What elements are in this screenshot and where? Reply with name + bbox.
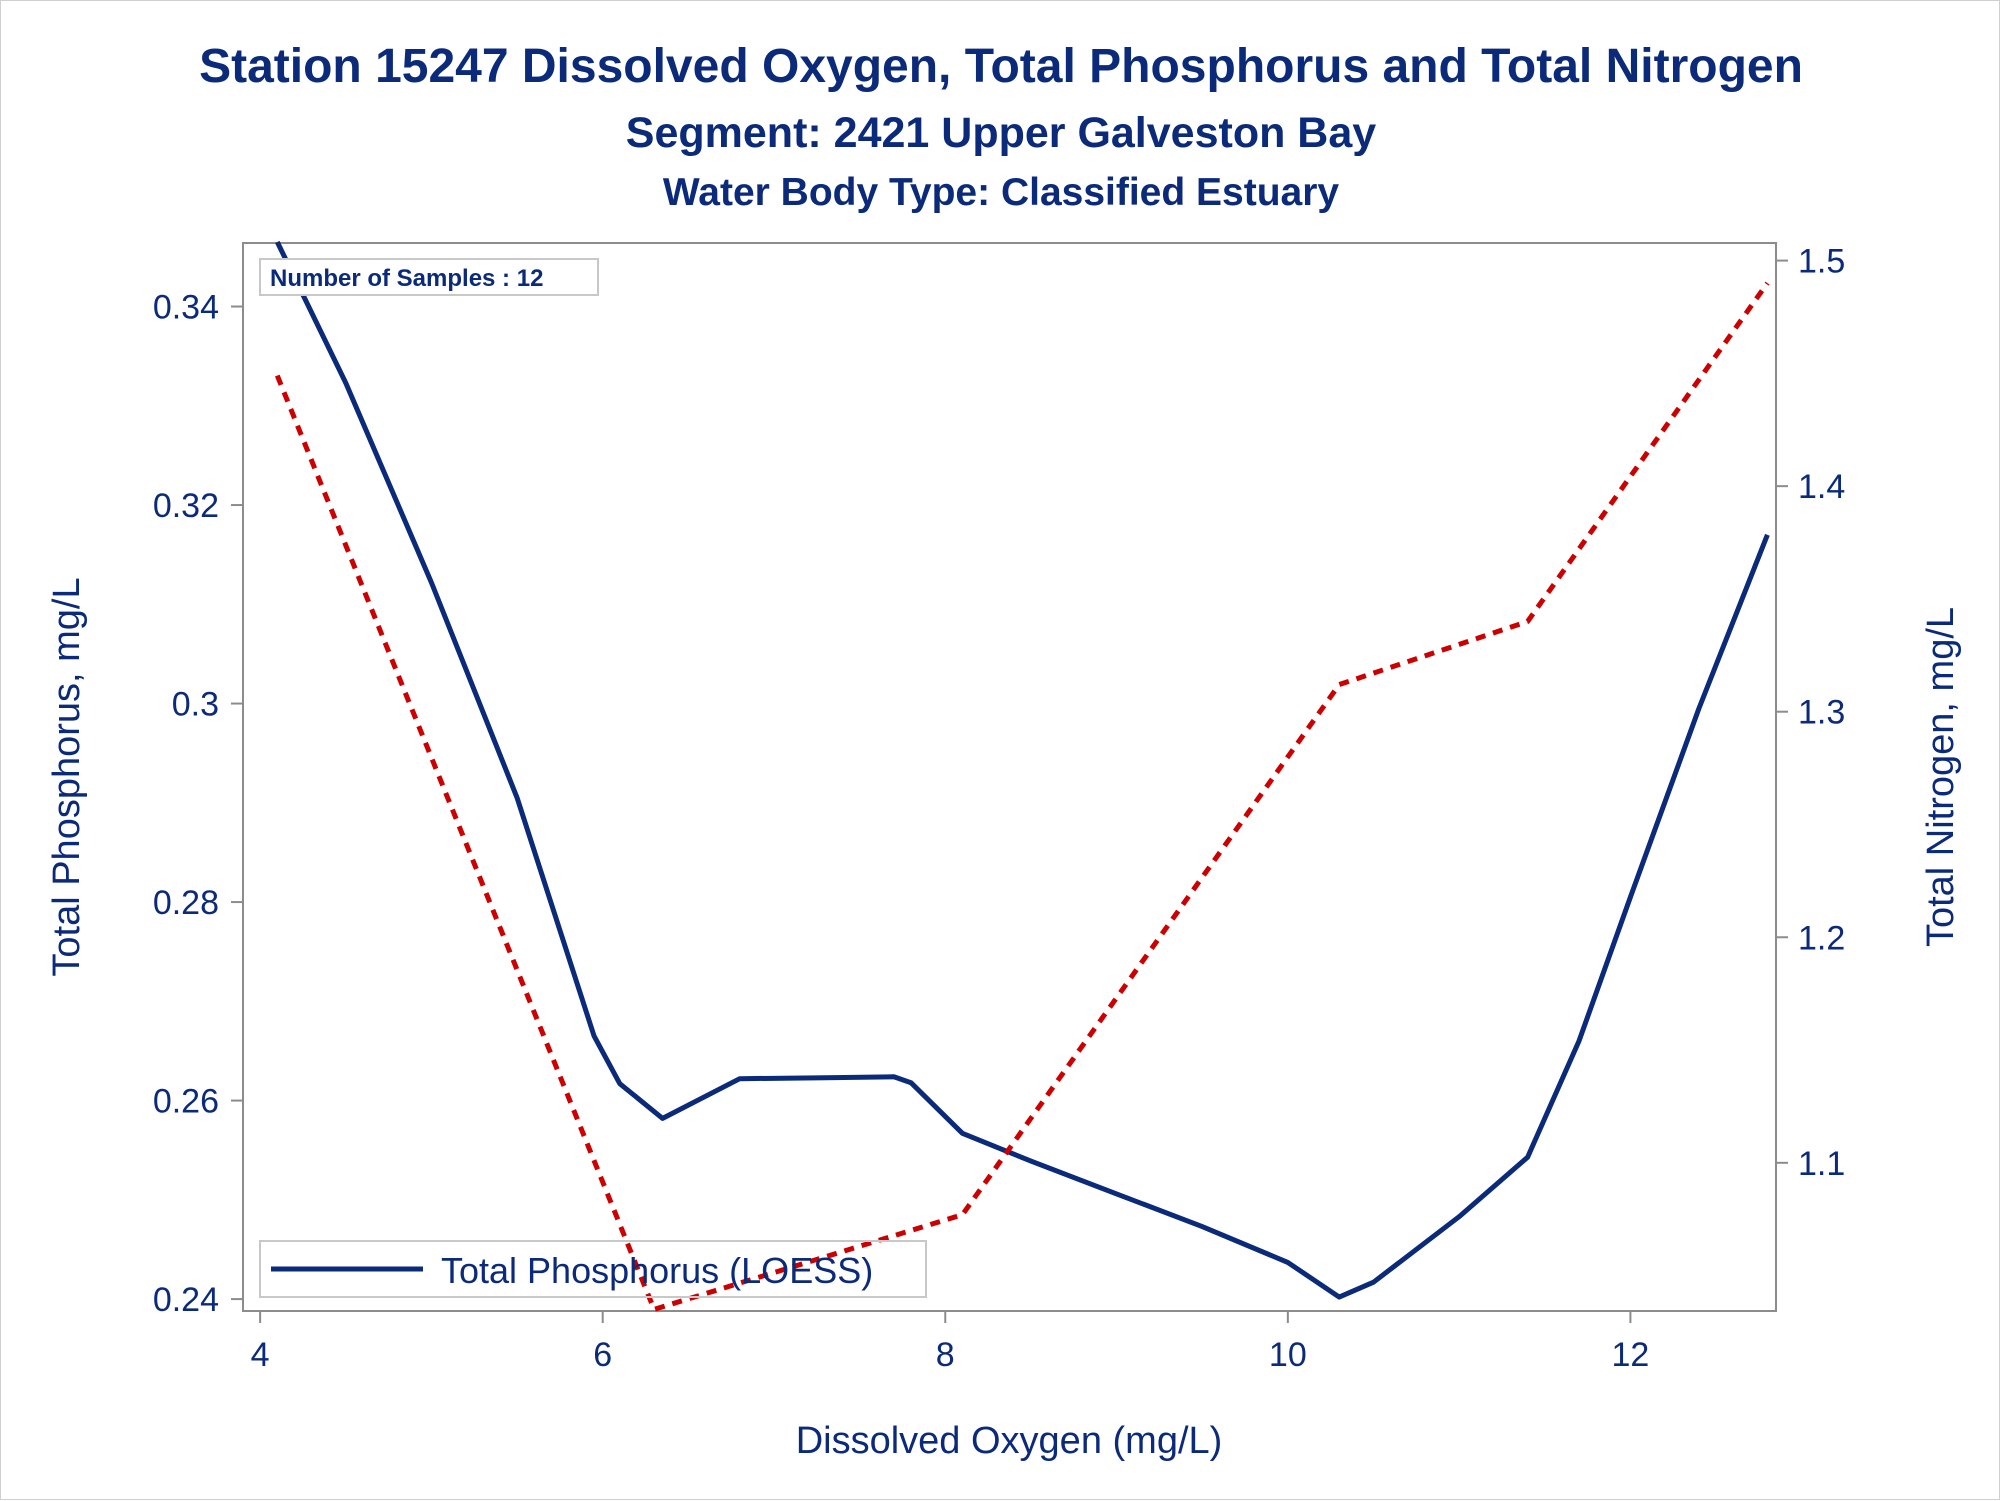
- legend-box: [259, 1240, 927, 1298]
- x-tick-label: 10: [1269, 1336, 1307, 1374]
- legend: Total Phosphorus (LOESS): [259, 1240, 927, 1298]
- y2-tick-label: 1.1: [1798, 1145, 1845, 1183]
- series-line-phosphorus: [275, 240, 1770, 1300]
- y-tick-label: 0.32: [153, 487, 219, 525]
- samples-count-label: Number of Samples : 12: [270, 265, 543, 292]
- series-layer: [274, 240, 1770, 1312]
- x-tick-label: 6: [593, 1336, 612, 1374]
- y2-tick-label: 1.3: [1798, 694, 1845, 732]
- chart-subtitle-waterbody: Water Body Type: Classified Estuary: [662, 171, 1340, 214]
- x-tick-label: 4: [251, 1336, 270, 1374]
- samples-inset: Number of Samples : 12: [259, 258, 599, 296]
- y-tick-label: 0.26: [153, 1083, 219, 1121]
- y-tick-label: 0.24: [153, 1281, 219, 1319]
- x-tick-label: 8: [936, 1336, 955, 1374]
- y-axis-left: 0.24 0.26 0.28 0.3 0.32 0.34: [153, 289, 243, 1319]
- chart-subtitle-segment: Segment: 2421 Upper Galveston Bay: [625, 109, 1377, 157]
- y-axis-right: 1.1 1.2 1.3 1.4 1.5: [1776, 243, 1845, 1183]
- x-axis: 4 6 8 10 12: [251, 1311, 1649, 1374]
- y-tick-label: 0.3: [172, 686, 219, 724]
- y2-tick-label: 1.5: [1798, 243, 1845, 281]
- y2-axis-label: Total Nitrogen, mg/L: [1920, 607, 1962, 947]
- y2-tick-label: 1.4: [1798, 468, 1845, 506]
- x-tick-label: 12: [1611, 1336, 1649, 1374]
- y-tick-label: 0.28: [153, 884, 219, 922]
- y-tick-label: 0.34: [153, 289, 219, 327]
- chart-title: Station 15247 Dissolved Oxygen, Total Ph…: [199, 40, 1803, 93]
- samples-inset-box: [259, 258, 599, 296]
- x-axis-label: Dissolved Oxygen (mg/L): [796, 1420, 1223, 1462]
- y2-tick-label: 1.2: [1798, 919, 1845, 957]
- legend-label-phosphorus: Total Phosphorus (LOESS): [441, 1250, 873, 1291]
- plot-area-frame: [242, 242, 1777, 1312]
- y-axis-label: Total Phosphorus, mg/L: [46, 577, 88, 976]
